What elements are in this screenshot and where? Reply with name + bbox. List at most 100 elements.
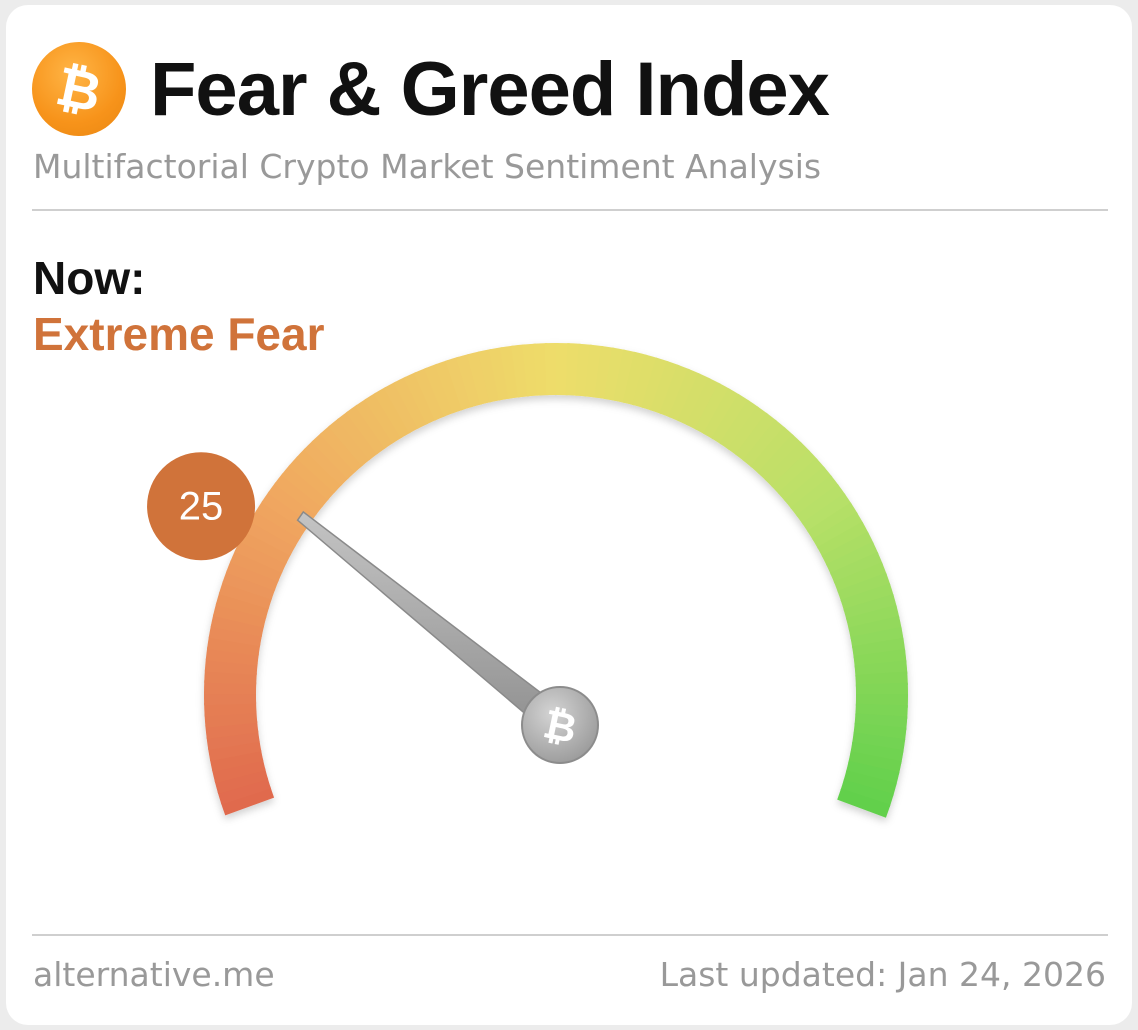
gauge-arc-segment bbox=[837, 788, 891, 818]
gauge-arc-segment bbox=[255, 500, 307, 539]
gauge-arc-segment bbox=[750, 426, 795, 475]
gauge-arc-segment bbox=[790, 475, 840, 517]
gauge-arc-segment bbox=[274, 473, 324, 516]
gauge-arc-segment bbox=[719, 399, 760, 450]
gauge-arc-segment bbox=[319, 425, 364, 473]
gauge-arc-segment bbox=[214, 768, 269, 794]
gauge-arc-segment bbox=[830, 551, 883, 584]
gauge-arc-segment bbox=[445, 356, 473, 411]
gauge-needle-shape bbox=[296, 510, 570, 738]
gauge-arc-segment bbox=[742, 419, 786, 468]
gauge-arc-segment bbox=[694, 382, 731, 435]
gauge-arc-segment bbox=[205, 646, 259, 666]
gauge-arc-segment bbox=[220, 786, 275, 816]
gauge-arc-segment bbox=[821, 531, 874, 567]
gauge-arc-segment bbox=[826, 541, 879, 575]
gauge-arc-segment bbox=[771, 449, 818, 495]
gauge-arc-segment bbox=[851, 732, 906, 753]
page-subtitle: Multifactorial Crypto Market Sentiment A… bbox=[33, 147, 822, 186]
gauge-arc-segment bbox=[413, 367, 446, 421]
gauge-arc-segment bbox=[845, 760, 900, 786]
gauge-arc-segment bbox=[345, 404, 387, 455]
gauge-arc-segment bbox=[840, 779, 894, 808]
gauge-arc-segment bbox=[244, 519, 296, 556]
gauge-arc-segment bbox=[659, 364, 691, 418]
gauge-arc-segment bbox=[711, 393, 750, 445]
gauge-arc-segment bbox=[210, 613, 265, 637]
gauge-chart: ₿ 25 bbox=[147, 343, 908, 818]
gauge-hub-circle bbox=[521, 686, 599, 764]
gauge-arc-segment bbox=[281, 464, 330, 508]
gauge-arc-segment bbox=[801, 493, 852, 533]
gauge-arc-segment bbox=[328, 417, 371, 467]
gauge-arc-segment bbox=[650, 360, 680, 415]
gauge-arc-segment bbox=[848, 615, 902, 639]
gauge-arc-segment bbox=[456, 353, 483, 408]
gauge-arc-segment bbox=[215, 591, 270, 619]
gauge-arc bbox=[204, 343, 908, 818]
gauge-arc-segment bbox=[336, 411, 379, 461]
gauge-arc-segment bbox=[641, 357, 670, 411]
fear-greed-card: ₿ Fear & Greed Index Multifactorial Cryp… bbox=[6, 5, 1132, 1025]
gauge-arc-segment bbox=[230, 549, 283, 582]
gauge-arc-segment bbox=[850, 626, 904, 649]
gauge-arc-segment bbox=[735, 412, 778, 462]
gauge-arc-segment bbox=[209, 749, 264, 773]
gauge-arc-segment bbox=[677, 373, 711, 426]
gauge-arc-segment bbox=[837, 572, 891, 602]
gauge-arc-segment bbox=[239, 529, 292, 565]
gauge-arc-segment bbox=[466, 351, 492, 405]
divider-top bbox=[32, 209, 1108, 211]
gauge-arc-segment bbox=[846, 604, 900, 630]
last-updated: Last updated: Jan 24, 2026 bbox=[659, 955, 1106, 994]
gauge-arc-segment bbox=[796, 483, 846, 525]
gauge-arc-segment bbox=[784, 466, 833, 510]
gauge-arc-segment bbox=[403, 372, 437, 425]
gauge-arc-segment bbox=[668, 368, 701, 422]
gauge-arc-segment bbox=[434, 360, 464, 414]
gauge-arc-segment bbox=[685, 377, 721, 430]
gauge-arc-segment bbox=[584, 344, 604, 398]
gauge-arc-segment bbox=[373, 386, 411, 439]
gauge-arc-segment bbox=[217, 777, 271, 805]
gauge-arc-segment bbox=[850, 741, 904, 764]
gauge-arc-segment bbox=[222, 570, 276, 600]
gauge-arc-segment bbox=[807, 502, 858, 541]
gauge-arc-segment bbox=[477, 349, 501, 403]
gauge-arc-segment bbox=[488, 347, 511, 401]
gauge-arc-segment bbox=[234, 539, 287, 573]
now-label: Now: bbox=[33, 252, 146, 304]
gauge-arc-segment bbox=[702, 388, 741, 440]
gauge-arc-segment bbox=[603, 347, 626, 401]
value-badge: 25 bbox=[147, 452, 256, 561]
gauge-arc-segment bbox=[424, 363, 455, 417]
gauge-arc-segment bbox=[855, 671, 908, 687]
divider-bottom bbox=[32, 934, 1108, 936]
gauge-arc-segment bbox=[727, 406, 769, 456]
gauge-arc-segment bbox=[212, 758, 266, 784]
gauge-arc-segment bbox=[817, 521, 869, 558]
gauge-arc-segment bbox=[631, 354, 659, 408]
gauge-arc-segment bbox=[594, 345, 615, 400]
gauge-arc-segment bbox=[853, 722, 907, 742]
gauge-arc-segment bbox=[295, 447, 343, 493]
gauge-arc-segment bbox=[833, 562, 887, 593]
gauge-arc-segment bbox=[764, 441, 811, 488]
gauge-needle bbox=[296, 510, 570, 738]
gauge-arc-segment bbox=[393, 376, 428, 429]
gauge-arc-segment bbox=[777, 457, 826, 502]
gauge-arc-segment bbox=[204, 691, 257, 706]
gauge-arc-segment bbox=[855, 682, 908, 697]
gauge-arc-segment bbox=[533, 343, 549, 396]
gauge-arc-segment bbox=[207, 635, 261, 656]
source-link[interactable]: alternative.me bbox=[33, 955, 275, 994]
gauge-arc-segment bbox=[840, 583, 894, 611]
sentiment-classification: Extreme Fear bbox=[33, 308, 325, 360]
gauge-arc-segment bbox=[218, 580, 273, 609]
gauge-arc-segment bbox=[848, 751, 902, 775]
gauge-hub: ₿ bbox=[521, 686, 599, 764]
gauge-arc-segment bbox=[249, 509, 301, 548]
gauge-arc-segment bbox=[544, 343, 559, 396]
gauge-arc-segment bbox=[303, 440, 350, 486]
gauge-arc-segment bbox=[204, 701, 257, 717]
